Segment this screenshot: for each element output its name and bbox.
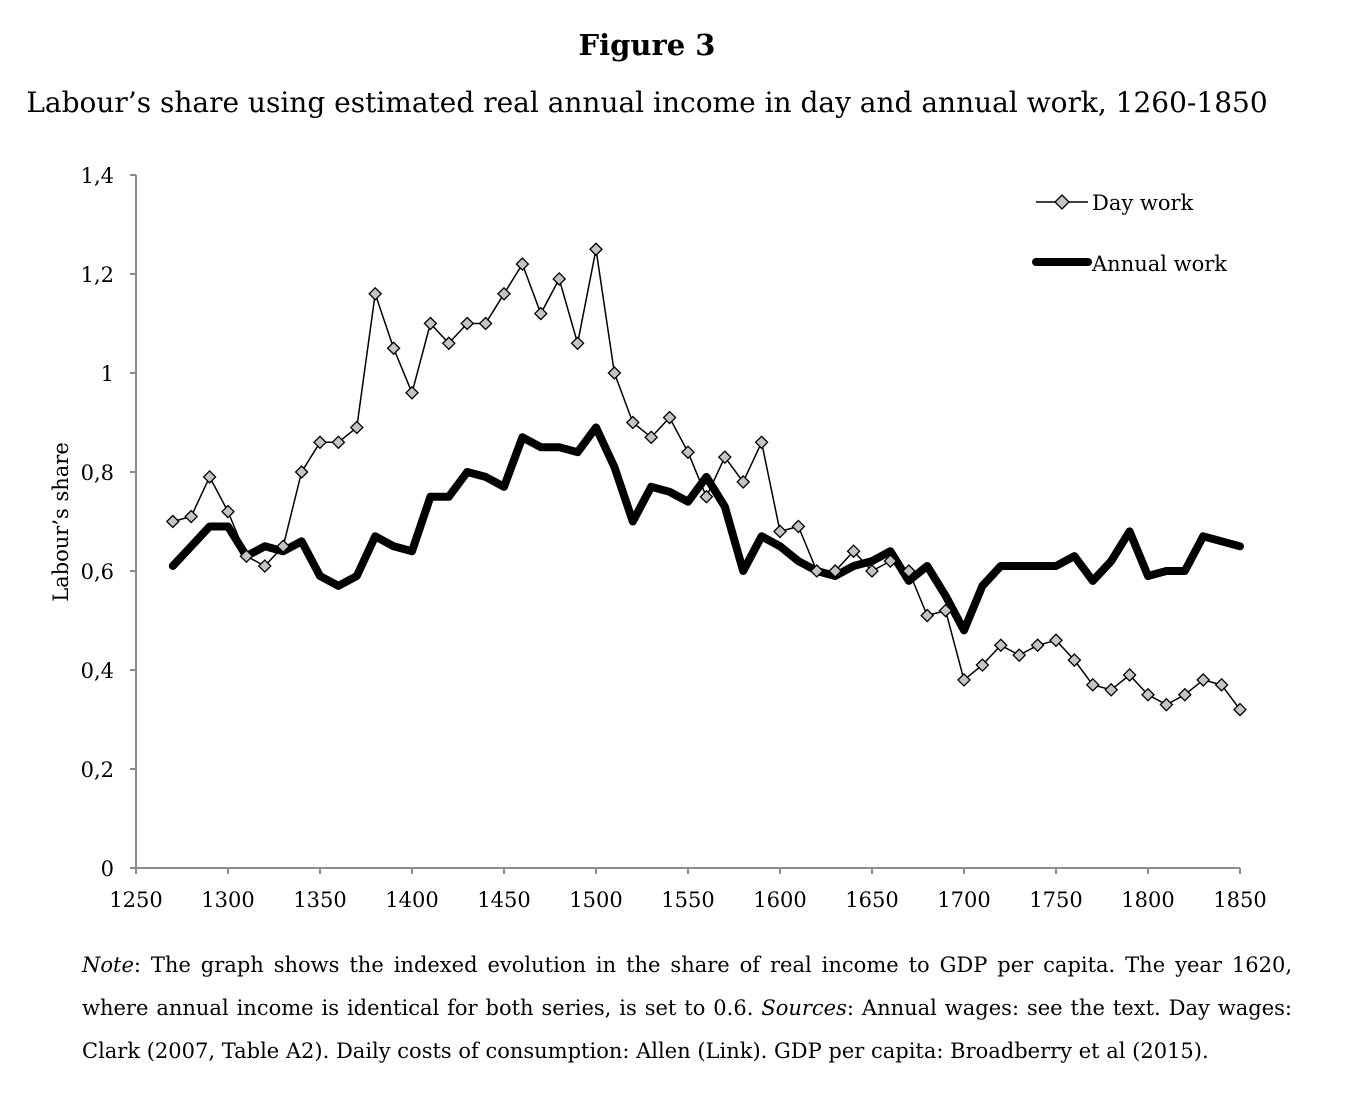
data-point-day-work xyxy=(644,430,659,445)
data-point-day-work xyxy=(313,435,327,450)
data-point-day-work xyxy=(515,257,530,272)
figure-note: Note: The graph shows the indexed evolut… xyxy=(82,944,1292,1073)
note-text: : The graph shows the indexed evolution … xyxy=(82,953,1292,1020)
data-point-day-work xyxy=(331,435,346,450)
x-tick-label: 1700 xyxy=(937,888,990,912)
data-point-day-work xyxy=(1141,687,1155,702)
x-tick-label: 1600 xyxy=(753,888,806,912)
data-point-day-work xyxy=(1012,648,1027,663)
note-label: Note xyxy=(82,953,134,977)
x-tick-label: 1400 xyxy=(385,888,438,912)
line-chart: 0 0,2 0,4 0,6 0,8 1 1,2 1,4 1250 1300 1350 1400 1450… xyxy=(49,164,1267,912)
data-point-day-work xyxy=(221,504,235,519)
figure-title: Figure 3 xyxy=(578,28,716,62)
data-point-day-work xyxy=(497,286,511,301)
y-tick-label: 0,6 xyxy=(81,560,114,584)
x-tick-label: 1550 xyxy=(661,888,714,912)
y-axis-label: Labour’s share xyxy=(49,442,73,602)
data-point-day-work xyxy=(865,564,879,578)
data-point-day-work xyxy=(202,470,217,484)
y-tick-label: 0,8 xyxy=(81,461,114,485)
x-tick-label: 1650 xyxy=(845,888,898,912)
data-point-day-work xyxy=(405,385,419,400)
data-point-day-work xyxy=(846,544,861,559)
y-tick-label: 1,2 xyxy=(81,263,114,287)
data-point-day-work xyxy=(570,336,585,351)
data-point-day-work xyxy=(828,564,843,578)
data-point-day-work xyxy=(386,341,401,356)
x-tick-label: 1500 xyxy=(569,888,622,912)
data-point-day-work xyxy=(754,435,769,450)
data-point-day-work xyxy=(165,514,180,529)
data-point-day-work xyxy=(1104,682,1119,697)
data-point-day-work xyxy=(809,564,824,578)
data-point-day-work xyxy=(920,608,935,623)
data-point-day-work xyxy=(1196,672,1211,687)
data-point-day-work xyxy=(1067,653,1082,668)
data-point-day-work xyxy=(938,603,953,618)
x-tick-label: 1750 xyxy=(1029,888,1082,912)
data-point-day-work xyxy=(552,272,567,286)
series-line-annual-work xyxy=(168,423,1244,635)
x-tick-label: 1800 xyxy=(1121,888,1174,912)
data-point-day-work xyxy=(773,524,787,539)
data-point-day-work xyxy=(441,336,456,351)
data-point-day-work xyxy=(1233,702,1247,717)
data-point-day-work xyxy=(1122,668,1137,682)
data-point-day-work xyxy=(791,519,806,534)
data-point-day-work xyxy=(460,316,475,331)
x-tick-label: 1450 xyxy=(477,888,530,912)
data-point-day-work xyxy=(736,474,751,489)
data-point-day-work xyxy=(239,549,254,564)
y-tick-label: 1,4 xyxy=(81,164,114,188)
data-point-day-work xyxy=(993,638,1008,653)
data-point-day-work xyxy=(975,658,990,672)
data-point-day-work xyxy=(717,450,732,465)
sources-label: Sources xyxy=(761,996,847,1020)
data-point-day-work xyxy=(1030,638,1045,653)
y-tick-label: 0,2 xyxy=(81,758,114,782)
chart-axes: 0 0,2 0,4 0,6 0,8 1 1,2 1,4 1250 1300 1350 1400 1450… xyxy=(81,164,1267,912)
data-point-day-work xyxy=(1049,633,1063,648)
data-point-day-work xyxy=(184,509,199,524)
x-tick-label: 1250 xyxy=(109,888,162,912)
data-point-day-work xyxy=(1159,697,1174,712)
data-point-day-work xyxy=(349,420,364,435)
data-point-day-work xyxy=(957,672,971,687)
y-tick-label: 1 xyxy=(101,362,114,386)
data-point-day-work xyxy=(1214,677,1229,692)
data-point-day-work xyxy=(901,564,916,578)
legend-label-day-work: Day work xyxy=(1092,191,1194,215)
data-point-day-work xyxy=(276,539,291,554)
data-point-day-work xyxy=(681,445,695,460)
x-tick-label: 1850 xyxy=(1213,888,1266,912)
y-tick-label: 0,4 xyxy=(81,659,114,683)
legend-label-annual-work: Annual work xyxy=(1091,252,1227,276)
legend-marker-day-work xyxy=(1054,194,1070,210)
x-tick-label: 1300 xyxy=(201,888,254,912)
figure-subtitle: Labour’s share using estimated real annu… xyxy=(26,86,1268,119)
chart-series xyxy=(165,242,1247,717)
data-point-day-work xyxy=(699,489,714,504)
data-point-day-work xyxy=(662,410,677,425)
data-point-day-work xyxy=(423,316,438,331)
chart-legend: Day work Annual work xyxy=(1032,191,1227,276)
data-point-day-work xyxy=(883,554,898,569)
x-tick-label: 1350 xyxy=(293,888,346,912)
data-point-day-work xyxy=(625,415,640,430)
data-point-day-work xyxy=(368,286,383,301)
y-tick-label: 0 xyxy=(101,857,114,881)
data-point-day-work xyxy=(1085,677,1100,692)
sources-text: : Annual wages: see the text. Day wages:… xyxy=(82,996,1292,1063)
data-point-day-work xyxy=(478,316,493,331)
data-point-day-work xyxy=(257,559,272,573)
data-point-day-work xyxy=(589,242,603,257)
data-point-day-work xyxy=(607,366,622,380)
data-point-day-work xyxy=(1177,687,1192,702)
data-point-day-work xyxy=(294,465,309,479)
data-point-day-work xyxy=(533,306,548,321)
